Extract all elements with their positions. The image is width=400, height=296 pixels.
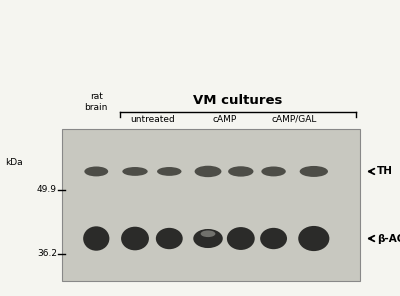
Text: 36.2: 36.2: [37, 249, 57, 258]
Ellipse shape: [228, 166, 254, 177]
Ellipse shape: [195, 166, 222, 177]
Ellipse shape: [122, 167, 148, 176]
Text: cAMP: cAMP: [212, 115, 236, 124]
Text: kDa: kDa: [5, 158, 23, 167]
Text: TH: TH: [377, 166, 393, 176]
Ellipse shape: [298, 226, 329, 251]
Text: VM cultures: VM cultures: [193, 94, 282, 107]
Ellipse shape: [201, 230, 215, 237]
Ellipse shape: [261, 166, 286, 176]
Ellipse shape: [156, 228, 183, 249]
Ellipse shape: [84, 166, 108, 176]
Ellipse shape: [83, 226, 109, 251]
Ellipse shape: [193, 229, 223, 248]
Ellipse shape: [260, 228, 287, 249]
Text: 49.9: 49.9: [37, 185, 57, 194]
Ellipse shape: [157, 167, 182, 176]
Ellipse shape: [121, 227, 149, 250]
Ellipse shape: [227, 227, 255, 250]
Ellipse shape: [300, 166, 328, 177]
Text: untreated: untreated: [130, 115, 174, 124]
Bar: [62, 129, 360, 281]
Text: rat
brain: rat brain: [84, 92, 108, 112]
Text: β-ACTIN: β-ACTIN: [377, 234, 400, 244]
Text: cAMP/GAL: cAMP/GAL: [271, 115, 316, 124]
